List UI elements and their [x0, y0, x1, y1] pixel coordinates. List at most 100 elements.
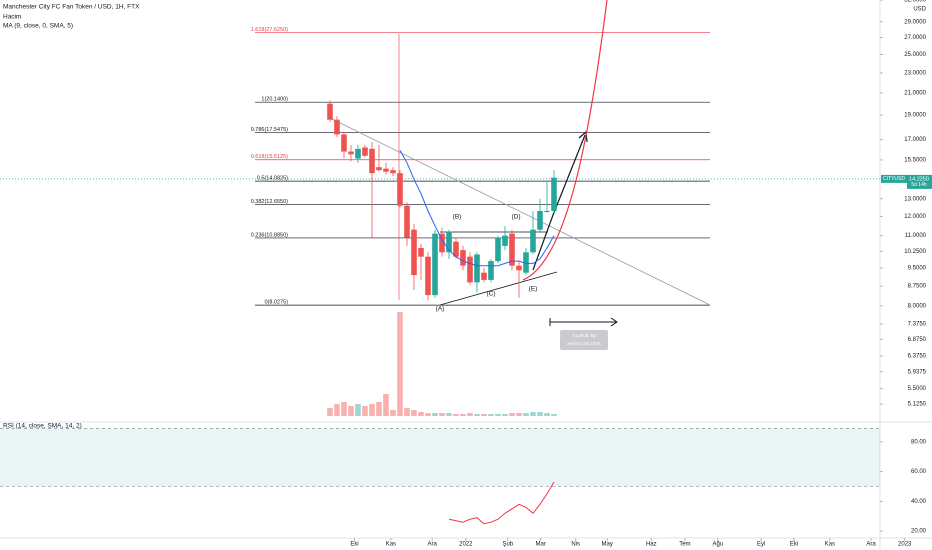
y-tick-label: 32.0000 [904, 0, 926, 4]
volume-bar [327, 408, 333, 416]
candle-body [509, 233, 515, 266]
volume-bar [460, 414, 466, 416]
y-tick-label: 12.0000 [904, 214, 926, 220]
candle-body [418, 248, 424, 257]
countdown: 5d 14h [911, 182, 927, 188]
range-bars: 8 çubuk, 5g [572, 333, 596, 338]
volume-bar [530, 412, 536, 416]
candle-body [348, 151, 354, 155]
symbol: CITYUSD [883, 176, 905, 182]
y-tick-label: 23.0000 [904, 70, 926, 76]
candle-body [390, 170, 396, 174]
candle-body [530, 229, 536, 253]
volume-bar [509, 413, 515, 416]
volume-bar [495, 414, 501, 416]
volume-bar [439, 413, 445, 416]
x-tick-label: Tem [679, 542, 690, 548]
rsi-legend: RSI (14, close, SMA, 14, 2) [3, 423, 82, 430]
date-range-head [610, 317, 618, 327]
y-tick-label: 7.3750 [908, 321, 927, 327]
candle-body [502, 235, 508, 246]
volume-bar [404, 408, 410, 416]
wave-label: (E) [529, 286, 538, 293]
volume-bar [369, 404, 375, 416]
volume-bar [341, 402, 347, 416]
volume-bar [474, 414, 480, 416]
wave-label: (A) [436, 306, 445, 313]
volume-bar [383, 394, 389, 416]
y-tick-label: 5.9375 [908, 369, 927, 375]
volume-bar [481, 414, 487, 416]
projection-arrow [532, 134, 586, 271]
volume-bar [537, 412, 543, 416]
volume-bar [362, 406, 368, 416]
triangle-bottom [439, 271, 558, 306]
volume-bar [334, 404, 340, 416]
rsi-band [0, 428, 880, 487]
candle-body [481, 272, 487, 280]
candle-body [523, 252, 529, 273]
volume-bar [376, 402, 382, 416]
x-tick-label: Nis [571, 542, 580, 548]
x-tick-label: Ağu [712, 542, 723, 548]
candle-body [411, 229, 417, 276]
candle-body [327, 103, 333, 120]
y-tick-label: 5.5000 [908, 386, 927, 392]
rsi-tick-label: 40.00 [911, 499, 927, 505]
candle-body [460, 250, 466, 266]
candle-body [362, 147, 368, 156]
x-tick-label: Şub [502, 542, 513, 548]
ma-legend: MA (9, close, 0, SMA, 5) [3, 23, 73, 30]
fib-label: 0.786(17.5475) [251, 127, 288, 133]
volume-bar [516, 413, 522, 416]
volume-bar [418, 412, 424, 416]
fib-label: 0.236(10.8850) [251, 232, 288, 238]
volume-bar [348, 406, 354, 416]
volume-bar [390, 410, 396, 416]
rsi-tick-label: 60.00 [911, 469, 927, 475]
y-tick-label: 11.0000 [905, 233, 927, 239]
candle-body [544, 210, 550, 212]
volume-bar [411, 410, 417, 416]
y-tick-label: 10.2500 [904, 249, 926, 255]
price-badge [907, 174, 932, 189]
y-tick-label: 17.0000 [904, 137, 926, 143]
fib-label: 0.5(14.0825) [257, 176, 288, 182]
x-tick-label: Ara [866, 542, 876, 548]
y-tick-label: 19.0000 [904, 113, 926, 119]
volume-legend: Hacim [3, 14, 21, 21]
symbol-badge [881, 174, 907, 183]
wave-label: (D) [511, 214, 520, 221]
candle-body [537, 210, 543, 230]
y-tick-label: 29.0000 [904, 19, 926, 25]
candle-body [376, 167, 382, 171]
x-tick-label: Kas [825, 542, 835, 548]
candle-body [551, 177, 557, 211]
candle-body [495, 237, 501, 262]
x-tick-label: Ara [428, 542, 438, 548]
y-tick-label: 21.0000 [904, 91, 926, 97]
candle-body [334, 119, 340, 135]
candle-body [453, 241, 459, 257]
currency: USD [913, 7, 926, 13]
volume-bar [355, 404, 361, 416]
y-tick-label: 5.1250 [908, 402, 927, 408]
wave-label: (C) [486, 291, 495, 298]
y-tick-label: 15.5000 [904, 158, 926, 164]
x-tick-label: 2022 [459, 542, 473, 548]
drawings: 8 çubuk, 5g Hacim 132.153K (A) (B) (C) (… [329, 0, 711, 350]
candle-body [516, 265, 522, 271]
x-tick-label: Haz [646, 542, 657, 548]
volume-bar [425, 413, 431, 416]
y-tick-label: 27.0000 [904, 35, 926, 41]
x-tick-label: Kas [386, 542, 396, 548]
candle-body [488, 261, 494, 280]
chart-title: Manchester City FC Fan Token / USD, 1H, … [3, 4, 140, 11]
trend-line [329, 117, 711, 306]
candle-body [369, 148, 375, 174]
range-tooltip [560, 330, 608, 350]
candle-body [467, 256, 473, 283]
candle-body [397, 173, 403, 206]
